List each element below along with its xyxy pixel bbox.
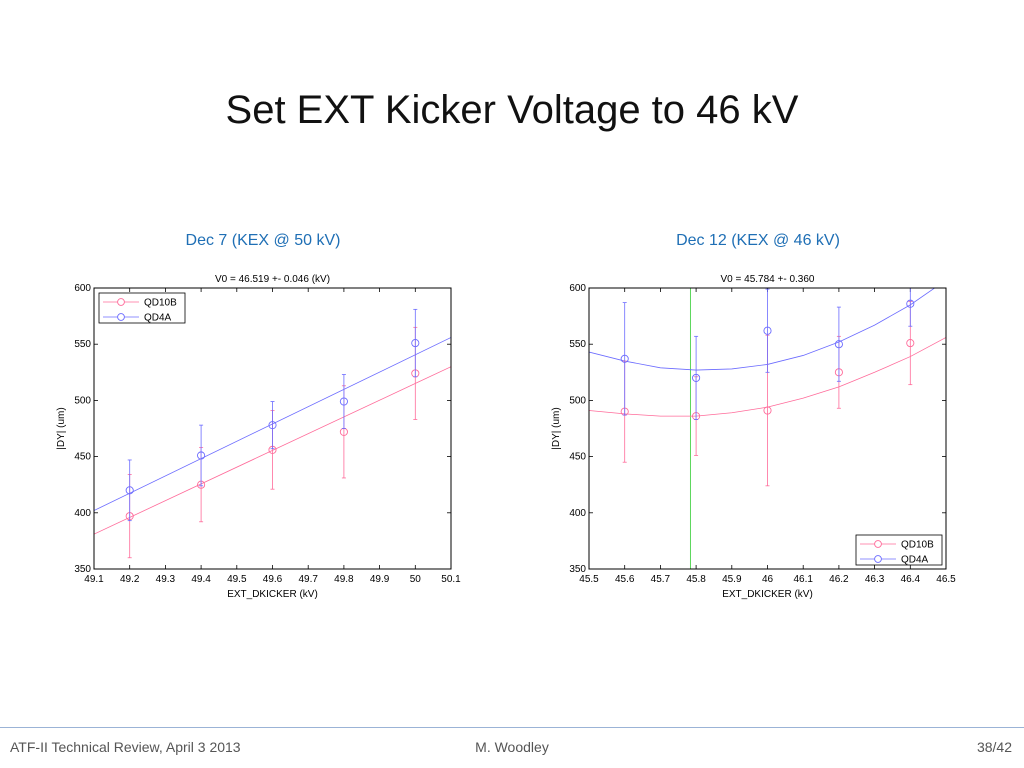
x-axis-label: EXT_DKICKER (kV) (227, 589, 318, 600)
data-point-qd4a (339, 397, 348, 406)
x-tick-label: 49.7 (298, 574, 318, 585)
right-chart-subtitle: Dec 12 (KEX @ 46 kV) (676, 232, 840, 249)
x-tick-label: 46.1 (793, 574, 813, 585)
x-tick-label: 46.3 (865, 574, 885, 585)
footer-author: M. Woodley (475, 739, 549, 755)
legend-label: QD10B (901, 540, 934, 551)
legend-marker (874, 540, 882, 548)
y-tick-label: 550 (74, 339, 91, 350)
data-point-qd10b (763, 406, 772, 415)
footer-event: ATF-II Technical Review, April 3 2013 (10, 739, 241, 755)
y-tick-label: 350 (74, 564, 91, 575)
legend-box (98, 292, 186, 324)
axes-box (93, 287, 452, 570)
x-tick-label: 49.8 (334, 574, 354, 585)
x-tick-label: 45.9 (722, 574, 742, 585)
y-tick-label: 450 (569, 452, 586, 463)
chart-dec12: V0 = 45.784 +- 0.360 45.5 45.6 45.7 45.8 45.9… (551, 274, 956, 600)
x-axis-label: EXT_DKICKER (kV) (722, 589, 813, 600)
y-tick-label: 400 (569, 508, 586, 519)
y-axis-label: |DY| (um) (56, 407, 67, 449)
x-tick-label: 50.1 (441, 574, 461, 585)
x-tick-label: 49.2 (120, 574, 140, 585)
data-point-qd4a (620, 354, 629, 363)
legend: QD10B QD4A (98, 292, 186, 324)
data-point-qd4a (906, 299, 915, 308)
data-point-qd4a (834, 340, 843, 349)
x-tick-label: 45.5 (579, 574, 599, 585)
x-tick-label: 46.5 (936, 574, 956, 585)
x-tick-label: 49.5 (227, 574, 247, 585)
left-chart-subtitle: Dec 7 (KEX @ 50 kV) (185, 232, 341, 249)
y-axis-label: |DY| (um) (551, 407, 562, 449)
x-tick-label: 49.6 (263, 574, 283, 585)
data-point-qd10b (906, 339, 915, 348)
chart-title: V0 = 46.519 +- 0.046 (kV) (215, 274, 330, 285)
plot-area (589, 288, 946, 569)
legend-marker (117, 313, 125, 321)
chart-title: V0 = 45.784 +- 0.360 (721, 274, 815, 285)
data-point-qd4a (125, 486, 134, 495)
x-tick-label: 46.4 (901, 574, 921, 585)
y-tick-label: 550 (569, 339, 586, 350)
legend-marker (874, 555, 882, 563)
data-point-qd4a (268, 421, 277, 430)
x-tick-label: 49.9 (370, 574, 390, 585)
x-tick-label: 45.8 (686, 574, 706, 585)
y-tick-label: 500 (74, 395, 91, 406)
y-tick-label: 450 (74, 452, 91, 463)
data-point-qd4a (763, 326, 772, 335)
x-tick-label: 49.1 (84, 574, 104, 585)
data-point-qd4a (692, 373, 701, 382)
x-tick-label: 49.3 (156, 574, 176, 585)
data-point-qd4a (197, 451, 206, 460)
footer-divider (0, 727, 1024, 728)
chart-dec7: V0 = 46.519 +- 0.046 (kV) 49.1 49.2 49.3 49.… (56, 274, 461, 600)
y-tick-label: 600 (569, 283, 586, 294)
legend: QD10B QD4A (855, 534, 943, 566)
legend-label: QD10B (144, 298, 177, 309)
x-tick-label: 49.4 (191, 574, 211, 585)
y-tick-label: 500 (569, 395, 586, 406)
x-tick-label: 50 (410, 574, 422, 585)
slide-title: Set EXT Kicker Voltage to 46 kV (225, 88, 799, 132)
legend-label: QD4A (144, 313, 172, 324)
data-point-qd4a (411, 339, 420, 348)
legend-label: QD4A (901, 555, 929, 566)
footer-page-number: 38/42 (976, 739, 1012, 755)
x-tick-label: 45.6 (615, 574, 635, 585)
legend-box (855, 534, 943, 566)
x-tick-label: 46.2 (829, 574, 849, 585)
x-tick-label: 45.7 (651, 574, 671, 585)
axes-box (588, 287, 947, 570)
y-tick-label: 400 (74, 508, 91, 519)
legend-marker (117, 298, 125, 306)
y-tick-label: 350 (569, 564, 586, 575)
y-tick-label: 600 (74, 283, 91, 294)
x-tick-label: 46 (762, 574, 774, 585)
plot-area (94, 308, 451, 559)
